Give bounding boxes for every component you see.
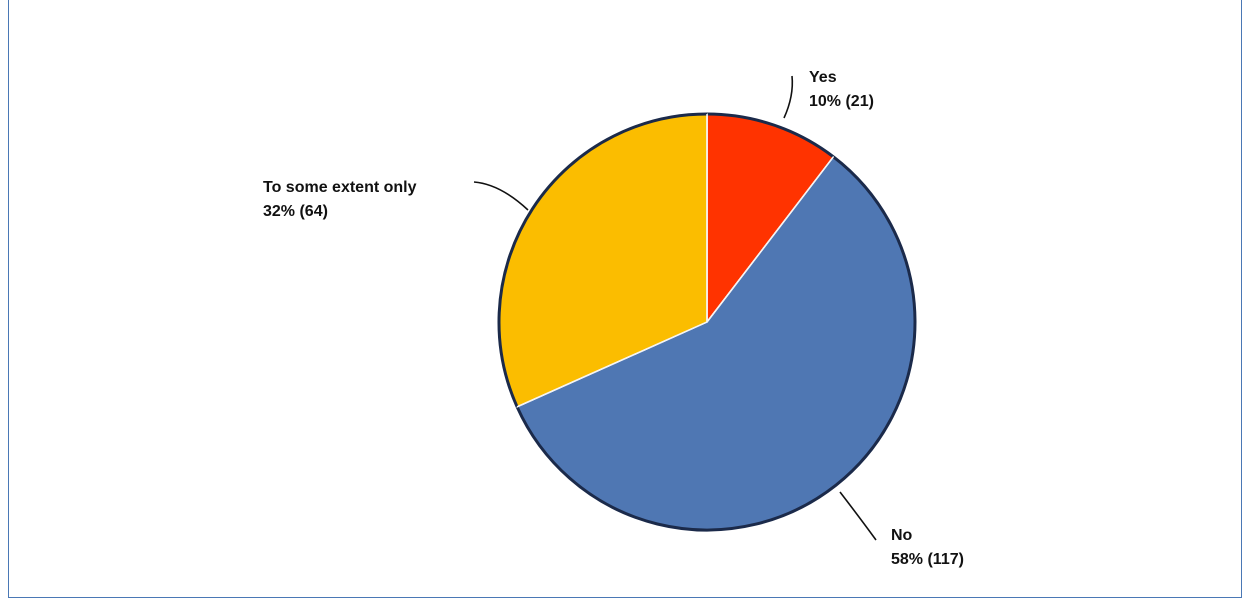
leader-line-no	[839, 491, 877, 541]
slice-label-yes: Yes	[809, 69, 837, 86]
slice-separator	[516, 321, 708, 408]
slice-label-no: No	[891, 527, 913, 544]
pie-slice-rim	[515, 155, 917, 532]
leader-line-to-some-extent-only	[473, 181, 529, 211]
leader-line-yes	[783, 75, 794, 119]
pie-slice-rim	[497, 112, 708, 408]
slice-labels: Yes 10% (21) No 58% (117) To some extent onl…	[263, 69, 964, 568]
slice-value-label-yes: 10% (21)	[809, 93, 874, 110]
pie-chart: Yes 10% (21) No 58% (117) To some extent onl…	[263, 69, 964, 568]
slice-value-label-to-some-extent-only: 32% (64)	[263, 203, 328, 220]
pie-slices	[497, 112, 917, 532]
slice-label-to-some-extent-only: To some extent only	[263, 179, 417, 196]
slice-value-label-no: 58% (117)	[891, 551, 964, 568]
leader-lines	[473, 75, 877, 541]
pie-slice-rim	[706, 112, 835, 159]
slice-separator	[706, 156, 835, 323]
